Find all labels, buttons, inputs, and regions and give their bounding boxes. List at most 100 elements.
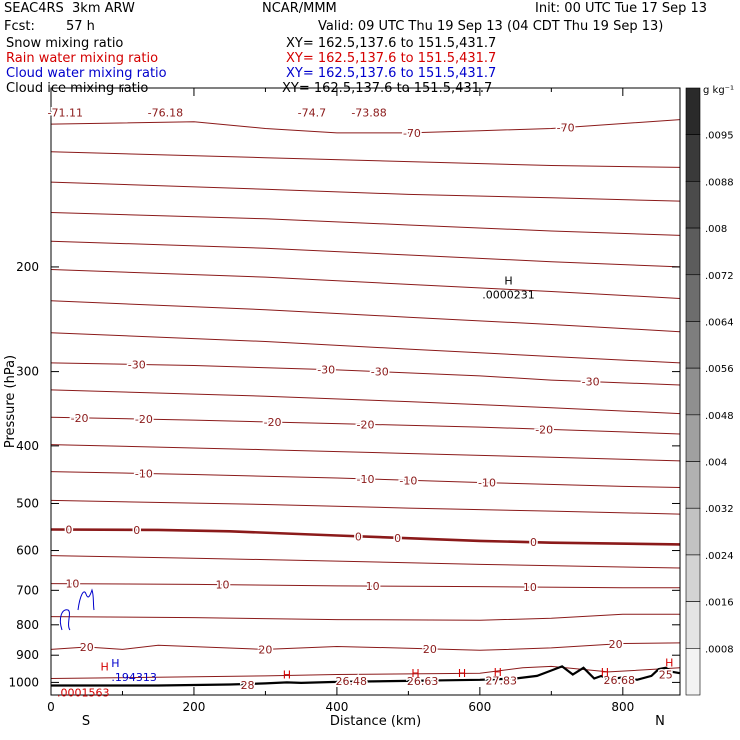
max-value-label: .194313 xyxy=(111,671,157,684)
y-tick-label: 700 xyxy=(16,583,39,597)
cloud-water-contours xyxy=(59,588,95,631)
contour-label: -70 xyxy=(403,127,421,140)
high-marker: H xyxy=(494,666,502,679)
temperature-contour xyxy=(50,416,681,435)
temperature-contours xyxy=(50,119,681,679)
y-tick-label: 600 xyxy=(16,544,39,558)
field-rain-xy: XY= 162.5,137.6 to 151.5,431.7 xyxy=(286,51,497,66)
contour-label: -10 xyxy=(357,473,375,486)
temperature-contour xyxy=(50,528,681,546)
temperature-contour xyxy=(50,444,681,462)
temperature-contour xyxy=(50,151,681,168)
valid-time: Valid: 09 UTC Thu 19 Sep 13 (04 CDT Thu … xyxy=(318,19,664,34)
center-title: NCAR/MMM xyxy=(262,1,337,16)
colorbar-swatch xyxy=(685,554,701,602)
temperature-contour xyxy=(50,471,681,488)
contour-label: -20 xyxy=(357,418,375,431)
field-snow-name: Snow mixing ratio xyxy=(6,36,124,51)
max-value-label: .0001563 xyxy=(57,687,110,700)
contour-label: -10 xyxy=(399,474,417,487)
contour-label: 20 xyxy=(258,643,272,656)
temperature-contour xyxy=(50,665,681,679)
y-tick-label: 500 xyxy=(16,496,39,510)
temperature-contour xyxy=(50,555,681,569)
colorbar-swatch xyxy=(685,461,701,509)
temperature-contour xyxy=(50,499,681,515)
max-value-label: .0000231 xyxy=(482,288,535,301)
contour-label: 10 xyxy=(523,581,537,594)
contour-label: -30 xyxy=(317,364,335,377)
forecast-label: Fcst: xyxy=(4,19,35,34)
contour-labels: -70 -70 -30 -30 -30 -30 -20 -20 -20 -20 -20 -10 -10 -… xyxy=(46,105,674,700)
contour-extremum-label: 26.63 xyxy=(407,675,439,688)
forecast-hour: 57 h xyxy=(66,19,95,34)
colorbar-label: .0095 xyxy=(705,131,734,142)
high-marker: H xyxy=(111,657,119,670)
contour-label: -70 xyxy=(557,122,575,135)
y-tick-label: 200 xyxy=(16,260,39,274)
terrain-contour xyxy=(51,665,681,687)
contour-label: -20 xyxy=(135,413,153,426)
colorbar-swatch xyxy=(685,274,701,322)
contour-extremum-label: 27.83 xyxy=(486,674,518,687)
contour-label: -10 xyxy=(478,477,496,490)
colorbar-swatch xyxy=(685,367,701,416)
contour-extremum-label: 25 xyxy=(659,669,673,682)
contour-label: 0 xyxy=(355,530,362,543)
field-cloudwater-name: Cloud water mixing ratio xyxy=(6,66,167,81)
temperature-contour xyxy=(50,181,681,202)
y-tick-label: 300 xyxy=(16,365,39,379)
colorbar-label: .0032 xyxy=(705,504,734,515)
cloud-water-contour xyxy=(59,609,71,631)
high-marker: H xyxy=(601,666,609,679)
y-axis-label: Pressure (hPa) xyxy=(3,355,18,448)
x-tick-label: 400 xyxy=(325,700,348,714)
colorbar-swatch xyxy=(685,134,701,182)
colorbar-swatch xyxy=(685,227,701,276)
temperature-contour xyxy=(50,362,681,386)
x-tick-label: 200 xyxy=(183,700,206,714)
plot-frame xyxy=(50,87,681,696)
colorbar-swatch xyxy=(685,507,701,556)
x-tick-label: 0 xyxy=(47,700,55,714)
x-tick-label: 800 xyxy=(611,700,634,714)
colorbar-swatch xyxy=(685,321,701,369)
colorbar-swatch xyxy=(685,181,701,229)
colorbar-swatch xyxy=(685,648,701,696)
high-marker: H xyxy=(458,667,466,680)
colorbar-label: .0048 xyxy=(705,411,734,422)
contour-label: 0 xyxy=(65,524,72,537)
contour-label: 20 xyxy=(423,643,437,656)
temperature-contour xyxy=(50,389,681,415)
temperature-contour xyxy=(50,613,680,621)
contour-label: 20 xyxy=(80,641,94,654)
temperature-contour xyxy=(50,119,681,134)
temperature-contour xyxy=(50,212,681,236)
high-marker: H xyxy=(665,656,673,669)
contour-extremum-label: 28 xyxy=(241,679,255,692)
contour-label: 10 xyxy=(366,580,380,593)
colorbar-label: .0064 xyxy=(705,317,734,328)
contour-extremum-label: -73.88 xyxy=(351,107,386,120)
colorbar-label: .0072 xyxy=(705,271,734,282)
contour-label: 10 xyxy=(216,579,230,592)
contour-label: 0 xyxy=(133,524,140,537)
temperature-contour xyxy=(50,642,681,651)
terrain-line xyxy=(51,665,681,687)
contour-label: 10 xyxy=(65,578,79,591)
y-tick-label: 400 xyxy=(16,439,39,453)
colorbar: .0095 .0088 .008 .0072 .0064 .0056 .0048 .004 .0… xyxy=(685,87,734,696)
contour-extremum-label: 26.68 xyxy=(603,674,635,687)
temperature-contour xyxy=(50,300,681,333)
contour-label: -30 xyxy=(371,366,389,379)
temperature-contour xyxy=(50,269,681,299)
x-tick-label: 600 xyxy=(468,700,491,714)
colorbar-swatch xyxy=(685,414,701,462)
contour-extremum-label: -76.18 xyxy=(148,107,183,120)
contour-label: -20 xyxy=(71,412,89,425)
high-marker: H xyxy=(411,667,419,680)
colorbar-label: .008 xyxy=(705,224,727,235)
north-end-label: N xyxy=(655,714,665,729)
init-time: Init: 00 UTC Tue 17 Sep 13 xyxy=(535,1,708,16)
